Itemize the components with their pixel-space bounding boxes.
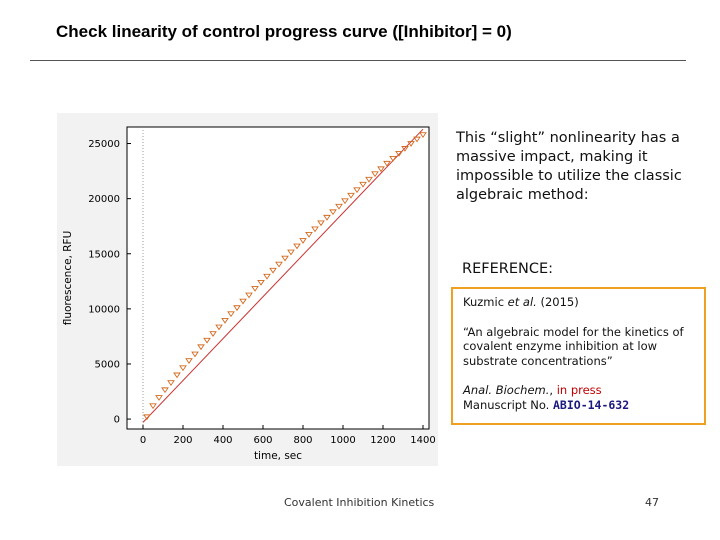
y-axis-label: fluorescence, RFU [62,231,74,326]
data-point [401,146,409,152]
reference-journal-line: Anal. Biochem., in press [463,383,704,398]
data-point [287,249,295,256]
x-tick-label: 1400 [410,435,435,446]
data-point [305,232,313,238]
data-point [245,292,253,299]
x-tick-label: 400 [213,435,232,446]
data-point [209,331,217,337]
data-point [191,351,199,358]
reference-journal-separator: , [549,383,557,397]
manuscript-label: Manuscript No. [463,397,553,412]
reference-journal: Anal. Biochem. [463,383,550,397]
reference-year: (2015) [536,295,579,309]
x-axis-label: time, sec [254,450,302,462]
x-tick-label: 200 [173,435,192,446]
y-tick-label: 20000 [88,194,120,205]
y-tick-label: 25000 [88,139,120,150]
data-point [371,171,379,178]
data-point [413,136,421,143]
reference-status: in press [556,383,602,397]
reference-manuscript-line: Manuscript No. ABIO-14-632 [463,398,704,413]
footer-title: Covalent Inhibition Kinetics [284,496,435,509]
data-point [179,365,187,372]
progress-curve-chart: 0 200 400 600 800 1000 1200 1400 0 5000 10000 15000… [57,113,438,466]
data-point [335,203,343,210]
data-point [257,279,265,286]
data-point [161,387,169,394]
data-point [311,226,319,233]
reference-title: “An algebraic model for the kinetics of … [463,324,684,368]
data-point [221,317,229,324]
data-point [329,209,337,216]
reference-box: Kuzmic et al. (2015) “An algebraic model… [451,287,706,425]
data-point [149,403,157,410]
linear-fit-line [142,128,424,423]
data-point [239,298,247,305]
data-point [419,132,427,139]
y-tick-label: 15000 [88,249,120,260]
data-point [215,324,223,331]
reference-authors: Kuzmic et al. (2015) [463,295,704,310]
reference-et-al: et al. [507,295,537,309]
data-point [377,166,385,173]
data-point [263,273,271,280]
data-point [359,181,367,188]
data-point [395,151,403,157]
data-point [197,344,205,351]
data-point [317,220,325,227]
x-tick-label: 0 [140,435,146,446]
data-point [383,160,391,167]
data-point [389,155,397,162]
title-divider [30,60,686,61]
data-point [323,214,331,221]
data-point [155,395,163,401]
plot-frame [126,126,430,430]
data-point [353,187,361,194]
nonlinearity-note: This “slight” nonlinearity has a massive… [456,130,682,203]
data-point [269,267,277,274]
page-number: 47 [645,496,659,509]
y-tick-label: 10000 [88,304,120,315]
data-point [341,198,349,205]
data-point [233,305,241,312]
data-point [167,380,175,387]
data-point [365,176,373,183]
data-point [185,358,193,364]
data-point [227,311,235,318]
data-point [347,192,355,199]
reference-heading: REFERENCE: [462,261,553,277]
data-point [173,372,181,379]
x-tick-label: 1200 [370,435,395,446]
x-tick-label: 600 [253,435,272,446]
x-tick-label: 800 [293,435,312,446]
chart-svg: 0 200 400 600 800 1000 1200 1400 0 5000 10000 15000… [62,126,436,462]
data-point [143,414,151,421]
y-tick-label: 0 [114,415,120,426]
data-point [275,261,283,268]
data-point [299,238,307,244]
reference-author-name: Kuzmic [463,295,508,309]
data-point [293,243,301,250]
data-point [251,286,259,292]
x-tick-label: 1000 [330,435,355,446]
manuscript-id: ABIO-14-632 [553,397,630,412]
data-point [407,141,415,147]
data-point [203,337,211,344]
slide-title: Check linearity of control progress curv… [56,22,512,41]
data-point [281,255,289,262]
y-tick-label: 5000 [95,359,120,370]
